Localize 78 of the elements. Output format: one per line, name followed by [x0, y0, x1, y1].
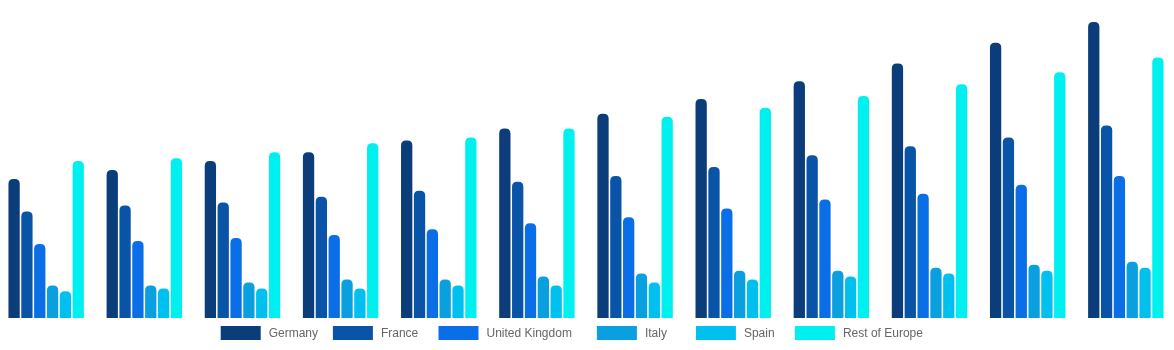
- bar: [537, 276, 549, 318]
- bar: [354, 288, 366, 318]
- bar: [746, 279, 759, 318]
- bar: [465, 137, 477, 318]
- bar: [106, 170, 118, 318]
- bar: [426, 229, 438, 318]
- bar: [452, 285, 464, 318]
- legend-label: Germany: [268, 326, 319, 340]
- bar: [661, 116, 673, 318]
- bar: [170, 158, 183, 318]
- bar: [610, 175, 622, 318]
- bar: [635, 273, 648, 318]
- bar: [132, 241, 144, 318]
- bar: [413, 190, 426, 318]
- bar: [1002, 137, 1015, 318]
- bar: [623, 217, 635, 318]
- bar: [21, 211, 33, 318]
- bar: [72, 161, 84, 318]
- bar: [695, 98, 707, 318]
- bar: [217, 202, 229, 318]
- bar: [1015, 184, 1027, 318]
- bar: [341, 279, 353, 318]
- legend-label: Italy: [644, 326, 667, 340]
- bar: [793, 81, 805, 318]
- bar: [499, 128, 511, 318]
- bar: [8, 178, 20, 318]
- bar: [256, 288, 268, 318]
- bar: [832, 270, 844, 318]
- bar: [1028, 264, 1040, 318]
- bar: [943, 273, 955, 318]
- bar: [597, 113, 609, 318]
- bar: [857, 96, 870, 318]
- legend-label: Spain: [743, 326, 775, 340]
- bar: [524, 223, 537, 318]
- bar: [243, 282, 255, 318]
- bar: [59, 291, 72, 318]
- bar: [917, 193, 929, 318]
- bar: [46, 285, 59, 318]
- bar: [268, 152, 281, 318]
- bar: [1100, 125, 1113, 318]
- bar: [904, 146, 916, 318]
- bar: [721, 208, 733, 318]
- bar: [844, 276, 857, 318]
- bar: [989, 42, 1002, 318]
- bar: [401, 140, 413, 318]
- bar: [34, 244, 46, 318]
- bar: [230, 238, 242, 318]
- legend-label: France: [380, 326, 419, 340]
- legend-label: United Kingdom: [486, 326, 572, 340]
- bar: [734, 270, 746, 318]
- bar: [563, 128, 575, 318]
- bar: [367, 143, 379, 318]
- bar: [512, 181, 524, 318]
- bar: [708, 167, 720, 318]
- bar: [204, 161, 217, 318]
- bar: [1126, 261, 1138, 318]
- bar: [550, 285, 562, 318]
- bar: [328, 235, 340, 318]
- bar: [955, 84, 968, 318]
- bar: [315, 196, 328, 318]
- bar: [1152, 57, 1164, 318]
- bar: [1041, 270, 1053, 318]
- bar: [1088, 22, 1100, 318]
- bar: [819, 199, 831, 318]
- bar: [806, 155, 818, 318]
- bar: [891, 63, 904, 318]
- bar: [759, 107, 771, 318]
- bar: [930, 267, 942, 318]
- bar: [1054, 72, 1066, 318]
- bar: [439, 279, 451, 318]
- bar: [1139, 267, 1151, 318]
- legend-label: Rest of Europe: [842, 326, 924, 340]
- bar: [302, 152, 315, 318]
- bar: [1113, 175, 1126, 318]
- bar: [145, 285, 157, 318]
- bar: [157, 288, 170, 318]
- bar: [648, 282, 660, 318]
- bar: [119, 205, 131, 318]
